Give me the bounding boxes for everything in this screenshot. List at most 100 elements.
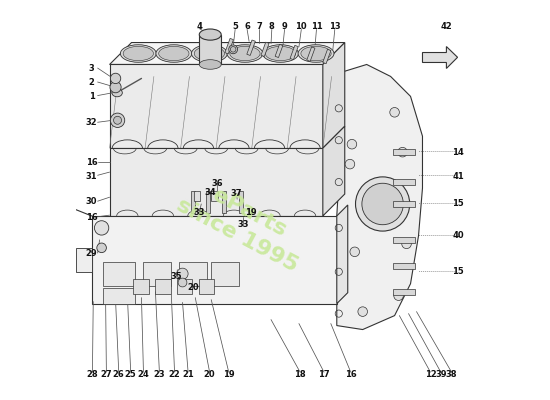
- Ellipse shape: [110, 82, 121, 93]
- Bar: [211, 262, 239, 286]
- Bar: [290, 45, 298, 60]
- Bar: [275, 44, 283, 58]
- Ellipse shape: [402, 239, 411, 249]
- Polygon shape: [337, 64, 422, 330]
- Text: 19: 19: [223, 370, 234, 379]
- Ellipse shape: [298, 45, 334, 62]
- Bar: [247, 40, 255, 56]
- Text: 4: 4: [196, 22, 202, 31]
- Ellipse shape: [191, 45, 227, 62]
- Text: 35: 35: [170, 272, 183, 281]
- Text: 33: 33: [194, 208, 205, 217]
- Text: 24: 24: [138, 370, 150, 379]
- Text: 7: 7: [256, 22, 262, 31]
- Ellipse shape: [262, 45, 299, 62]
- Bar: [199, 34, 221, 64]
- Ellipse shape: [398, 147, 408, 157]
- Text: 16: 16: [86, 214, 97, 222]
- Ellipse shape: [265, 46, 296, 61]
- Text: 16: 16: [86, 158, 97, 167]
- Ellipse shape: [350, 247, 360, 257]
- Text: 25: 25: [125, 370, 136, 379]
- Bar: [222, 191, 227, 213]
- Text: 9: 9: [282, 22, 288, 31]
- Polygon shape: [422, 46, 458, 68]
- Text: 6: 6: [244, 22, 250, 31]
- Text: 30: 30: [86, 198, 97, 206]
- Text: 39: 39: [435, 370, 447, 379]
- Text: 2: 2: [89, 78, 95, 87]
- Text: 33: 33: [238, 220, 249, 229]
- Text: 20: 20: [188, 283, 199, 292]
- Text: 36: 36: [212, 179, 223, 188]
- Bar: [206, 191, 211, 213]
- Text: 37: 37: [231, 189, 243, 198]
- Bar: [307, 47, 315, 61]
- Ellipse shape: [177, 268, 188, 279]
- Text: 31: 31: [86, 172, 97, 180]
- Bar: [191, 191, 195, 213]
- Bar: [144, 262, 172, 286]
- Text: 5: 5: [232, 22, 238, 31]
- Text: 22: 22: [169, 370, 180, 379]
- Ellipse shape: [178, 278, 187, 287]
- Ellipse shape: [194, 46, 224, 61]
- Bar: [393, 289, 415, 295]
- Text: 10: 10: [295, 22, 307, 31]
- Text: 14: 14: [453, 148, 464, 157]
- Text: 13: 13: [329, 22, 340, 31]
- Text: 8: 8: [269, 22, 274, 31]
- Ellipse shape: [227, 45, 263, 62]
- Text: 32: 32: [86, 118, 97, 127]
- Text: 15: 15: [453, 200, 464, 208]
- Text: 11: 11: [311, 22, 322, 31]
- Ellipse shape: [394, 291, 403, 300]
- Text: 12: 12: [425, 370, 436, 379]
- Ellipse shape: [301, 46, 331, 61]
- Text: 29: 29: [86, 249, 97, 258]
- Text: 38: 38: [446, 370, 458, 379]
- Bar: [103, 288, 135, 304]
- Ellipse shape: [113, 116, 122, 124]
- Bar: [225, 38, 233, 54]
- Ellipse shape: [390, 108, 399, 117]
- Ellipse shape: [199, 29, 221, 40]
- Ellipse shape: [120, 45, 156, 62]
- Bar: [261, 42, 269, 56]
- Polygon shape: [76, 248, 92, 272]
- Bar: [393, 201, 415, 207]
- Bar: [393, 263, 415, 269]
- Ellipse shape: [123, 46, 153, 61]
- Polygon shape: [92, 216, 337, 304]
- Polygon shape: [109, 64, 323, 148]
- Ellipse shape: [156, 45, 192, 62]
- Ellipse shape: [355, 177, 410, 231]
- Ellipse shape: [230, 46, 236, 52]
- Bar: [199, 278, 214, 294]
- Ellipse shape: [229, 45, 238, 54]
- Bar: [239, 191, 243, 213]
- Text: 3: 3: [89, 64, 95, 73]
- Text: 27: 27: [101, 370, 112, 379]
- Ellipse shape: [362, 183, 403, 225]
- Ellipse shape: [199, 60, 221, 69]
- Text: 1: 1: [89, 92, 95, 101]
- Bar: [393, 237, 415, 243]
- Ellipse shape: [358, 307, 367, 316]
- Bar: [393, 179, 415, 185]
- Text: 19: 19: [245, 208, 257, 217]
- Polygon shape: [337, 205, 348, 304]
- Ellipse shape: [345, 159, 355, 169]
- Text: 21: 21: [182, 370, 194, 379]
- Bar: [194, 191, 200, 201]
- Bar: [177, 278, 192, 294]
- Text: 15: 15: [453, 267, 464, 276]
- Ellipse shape: [112, 89, 122, 97]
- Ellipse shape: [111, 73, 121, 84]
- Ellipse shape: [159, 46, 189, 61]
- Text: 34: 34: [205, 188, 216, 196]
- Text: 42: 42: [441, 22, 452, 31]
- Text: eParts
since 1995: eParts since 1995: [173, 172, 314, 276]
- Text: 28: 28: [86, 370, 98, 379]
- Text: 16: 16: [345, 370, 356, 379]
